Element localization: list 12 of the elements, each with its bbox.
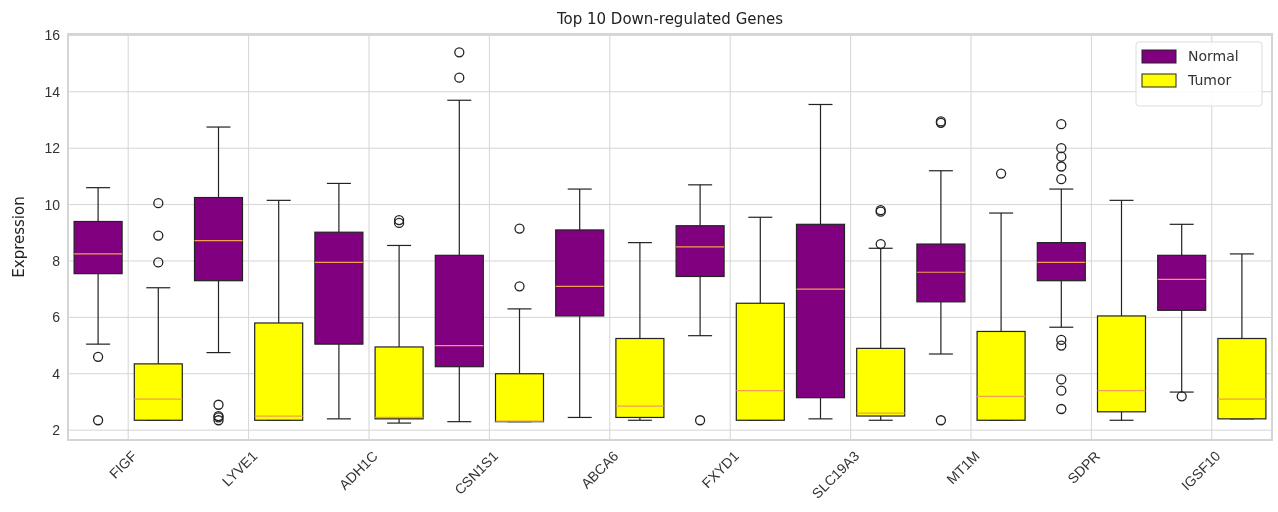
y-tick-label: 2 [52, 422, 61, 439]
y-tick-label: 12 [44, 140, 61, 157]
y-tick-label: 10 [44, 196, 61, 213]
y-tick-label: 14 [44, 83, 61, 100]
chart-title: Top 10 Down‑regulated Genes [555, 10, 784, 28]
y-axis-title: Expression [10, 196, 28, 278]
legend-label: Normal [1188, 48, 1239, 64]
y-tick-label: 16 [44, 27, 61, 44]
y-tick-label: 6 [52, 309, 61, 326]
legend-label: Tumor [1187, 72, 1232, 88]
y-tick-label: 8 [52, 252, 61, 269]
y-tick-label: 4 [52, 365, 61, 382]
